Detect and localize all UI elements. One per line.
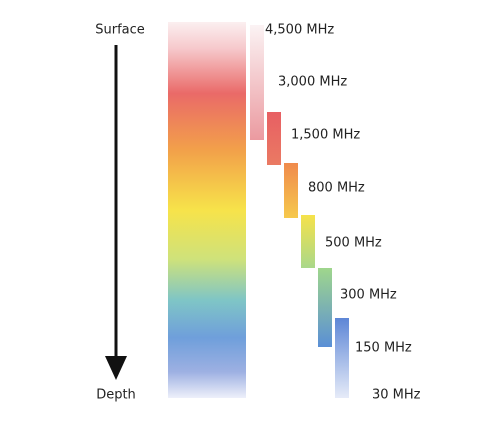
frequency-label: 4,500 MHz <box>265 23 334 38</box>
frequency-label: 30 MHz <box>372 388 421 403</box>
frequency-label: 1,500 MHz <box>291 128 360 143</box>
band-bar <box>250 25 264 140</box>
surface-label: Surface <box>95 23 145 38</box>
frequency-label: 300 MHz <box>340 288 397 303</box>
band-bar <box>267 112 281 165</box>
band-bar <box>335 318 349 398</box>
arrow-head <box>105 356 127 380</box>
frequency-label: 150 MHz <box>355 341 412 356</box>
depth-label: Depth <box>96 388 136 403</box>
band-bar <box>284 163 298 218</box>
frequency-label: 800 MHz <box>308 181 365 196</box>
band-bar <box>301 215 315 268</box>
frequency-label: 500 MHz <box>325 236 382 251</box>
band-bar <box>318 268 332 347</box>
spectrum-bar <box>168 22 246 398</box>
frequency-label: 3,000 MHz <box>278 75 347 90</box>
